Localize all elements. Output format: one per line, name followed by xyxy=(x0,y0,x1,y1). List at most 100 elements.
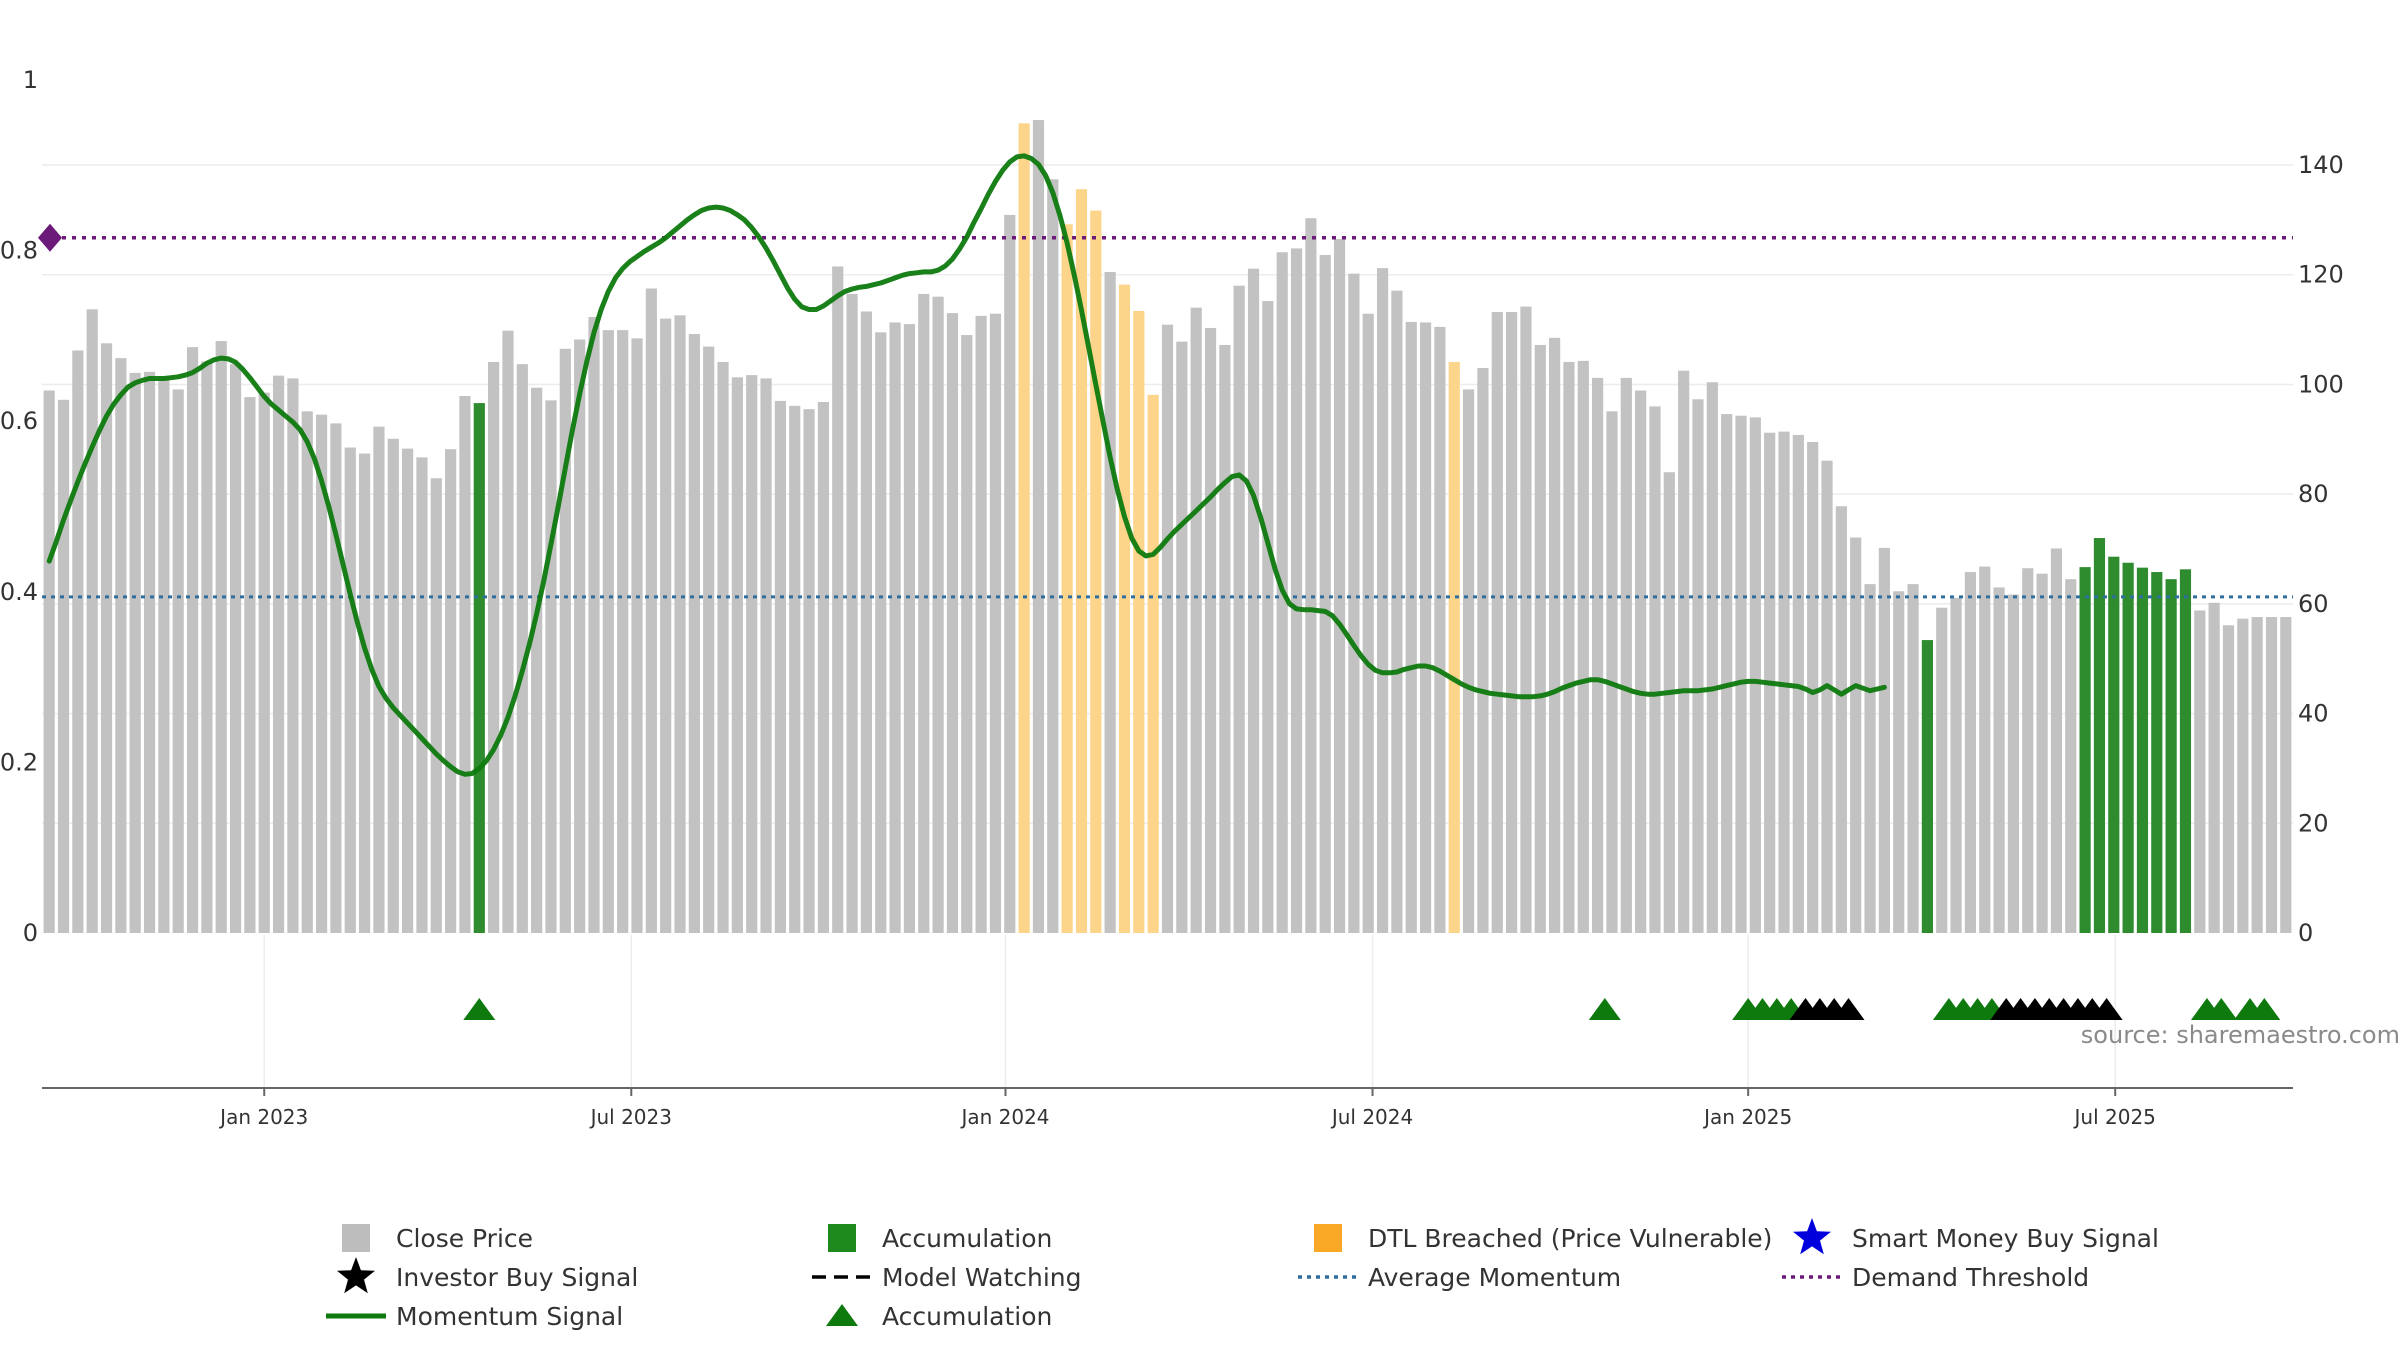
close-price-bar xyxy=(57,399,70,934)
close-price-bar xyxy=(344,447,356,933)
close-price-bar xyxy=(287,378,299,934)
legend-symbol-square xyxy=(828,1224,856,1252)
close-price-bar xyxy=(903,324,916,934)
close-price-bar xyxy=(1190,307,1202,933)
close-price-bar xyxy=(932,296,944,933)
legend-label: Accumulation xyxy=(882,1224,1052,1253)
accumulation-triangle xyxy=(463,998,496,1020)
close-price-bar xyxy=(731,377,743,933)
close-price-bar xyxy=(2050,548,2063,933)
legend-symbol-square xyxy=(1314,1224,1342,1252)
close-price-bar xyxy=(1893,591,1905,933)
close-price-bar xyxy=(645,288,657,933)
close-price-bar xyxy=(244,397,256,933)
left-axis-tick-label: 0.8 xyxy=(0,237,38,265)
accumulation-bar xyxy=(2136,567,2149,933)
dtl-breached-bar xyxy=(1075,189,1088,934)
right-axis-tick-label: 140 xyxy=(2298,151,2344,179)
close-price-bar xyxy=(1405,321,1417,934)
close-price-bar xyxy=(201,361,213,933)
close-price-bar xyxy=(158,377,170,933)
close-price-bar xyxy=(1936,607,1948,933)
close-price-bar xyxy=(1176,341,1188,934)
close-price-bar xyxy=(860,311,873,933)
close-price-bar xyxy=(531,387,543,933)
x-axis-tick-label: Jul 2024 xyxy=(1330,1105,1413,1129)
close-price-bar xyxy=(1477,367,1489,933)
close-price-bar xyxy=(1721,414,1733,933)
accumulation-bar xyxy=(2165,579,2177,933)
close-price-bar xyxy=(1592,377,1604,933)
x-axis-tick-label: Jul 2025 xyxy=(2073,1105,2156,1129)
close-price-bar xyxy=(1520,306,1532,934)
close-price-bar xyxy=(660,318,672,933)
close-price-bar xyxy=(574,339,586,934)
close-price-bar xyxy=(946,313,959,934)
legend-label: DTL Breached (Price Vulnerable) xyxy=(1368,1224,1772,1253)
close-price-bar xyxy=(1362,313,1374,933)
close-price-bar xyxy=(1290,248,1303,934)
close-price-bar xyxy=(1491,312,1503,933)
legend-label: Smart Money Buy Signal xyxy=(1852,1224,2159,1253)
close-price-bar xyxy=(559,348,571,933)
close-price-bar xyxy=(1333,239,1346,933)
close-price-bar xyxy=(43,390,55,933)
investor-buy-triangle xyxy=(1832,998,1865,1020)
close-price-bar xyxy=(1204,327,1217,933)
close-price-bar xyxy=(1835,506,1847,933)
close-price-bar xyxy=(717,361,729,933)
close-price-bar xyxy=(1620,377,1632,933)
dtl-breached-bar xyxy=(1090,210,1102,933)
dtl-breached-bar xyxy=(1147,394,1159,933)
right-axis-tick-label: 100 xyxy=(2298,370,2344,398)
close-price-bar xyxy=(1635,390,1647,933)
close-price-bar xyxy=(1979,566,1991,933)
legend-symbol-star xyxy=(337,1257,375,1294)
right-axis-tick-label: 120 xyxy=(2298,261,2344,289)
close-price-bar xyxy=(1864,584,1876,933)
close-price-bar xyxy=(1032,120,1045,933)
close-price-bar xyxy=(2036,573,2048,933)
close-price-bar xyxy=(688,333,700,933)
close-price-bar xyxy=(1262,301,1274,933)
right-axis-tick-label: 0 xyxy=(2298,919,2313,947)
close-price-bar xyxy=(989,313,1002,933)
source-label: source: sharemaestro.com xyxy=(2081,1021,2400,1049)
right-axis-tick-label: 20 xyxy=(2298,809,2329,837)
close-price-bar xyxy=(301,411,313,933)
x-axis-tick-label: Jan 2025 xyxy=(1702,1105,1792,1129)
close-price-bar xyxy=(760,378,772,934)
close-price-bar xyxy=(674,315,686,934)
legend-label: Average Momentum xyxy=(1368,1263,1621,1292)
legend: Close Price Accumulation DTL Breached (Pri… xyxy=(326,1218,2159,1331)
legend-symbol-star xyxy=(1793,1218,1831,1255)
right-axis-tick-label: 60 xyxy=(2298,590,2329,618)
close-price-bar xyxy=(1563,361,1575,933)
close-price-bar xyxy=(1376,268,1389,933)
close-price-bar xyxy=(746,375,758,933)
close-price-bar xyxy=(1577,360,1589,934)
demand-threshold-marker xyxy=(38,223,62,252)
legend-label: Close Price xyxy=(396,1224,533,1253)
close-price-bar xyxy=(545,400,557,933)
accumulation-triangle xyxy=(2205,998,2238,1020)
close-price-bar xyxy=(2007,594,2020,933)
legend-label: Investor Buy Signal xyxy=(396,1263,638,1292)
legend-label: Demand Threshold xyxy=(1852,1263,2089,1292)
close-price-bar xyxy=(832,266,844,933)
legend-label: Momentum Signal xyxy=(396,1302,623,1331)
x-axis-tick-label: Jul 2023 xyxy=(589,1105,672,1129)
momentum-signal-line xyxy=(46,153,1887,777)
close-price-bar xyxy=(1534,344,1546,933)
close-price-bar xyxy=(789,405,801,933)
dtl-breached-bar xyxy=(1448,361,1460,933)
left-axis-tick-label: 0.4 xyxy=(0,578,38,606)
close-price-bar xyxy=(502,330,514,934)
close-price-bar xyxy=(100,343,113,933)
close-price-bar xyxy=(186,347,199,933)
close-price-bar xyxy=(1161,324,1174,933)
lines-layer xyxy=(38,153,2293,777)
close-price-bar xyxy=(2237,618,2249,933)
